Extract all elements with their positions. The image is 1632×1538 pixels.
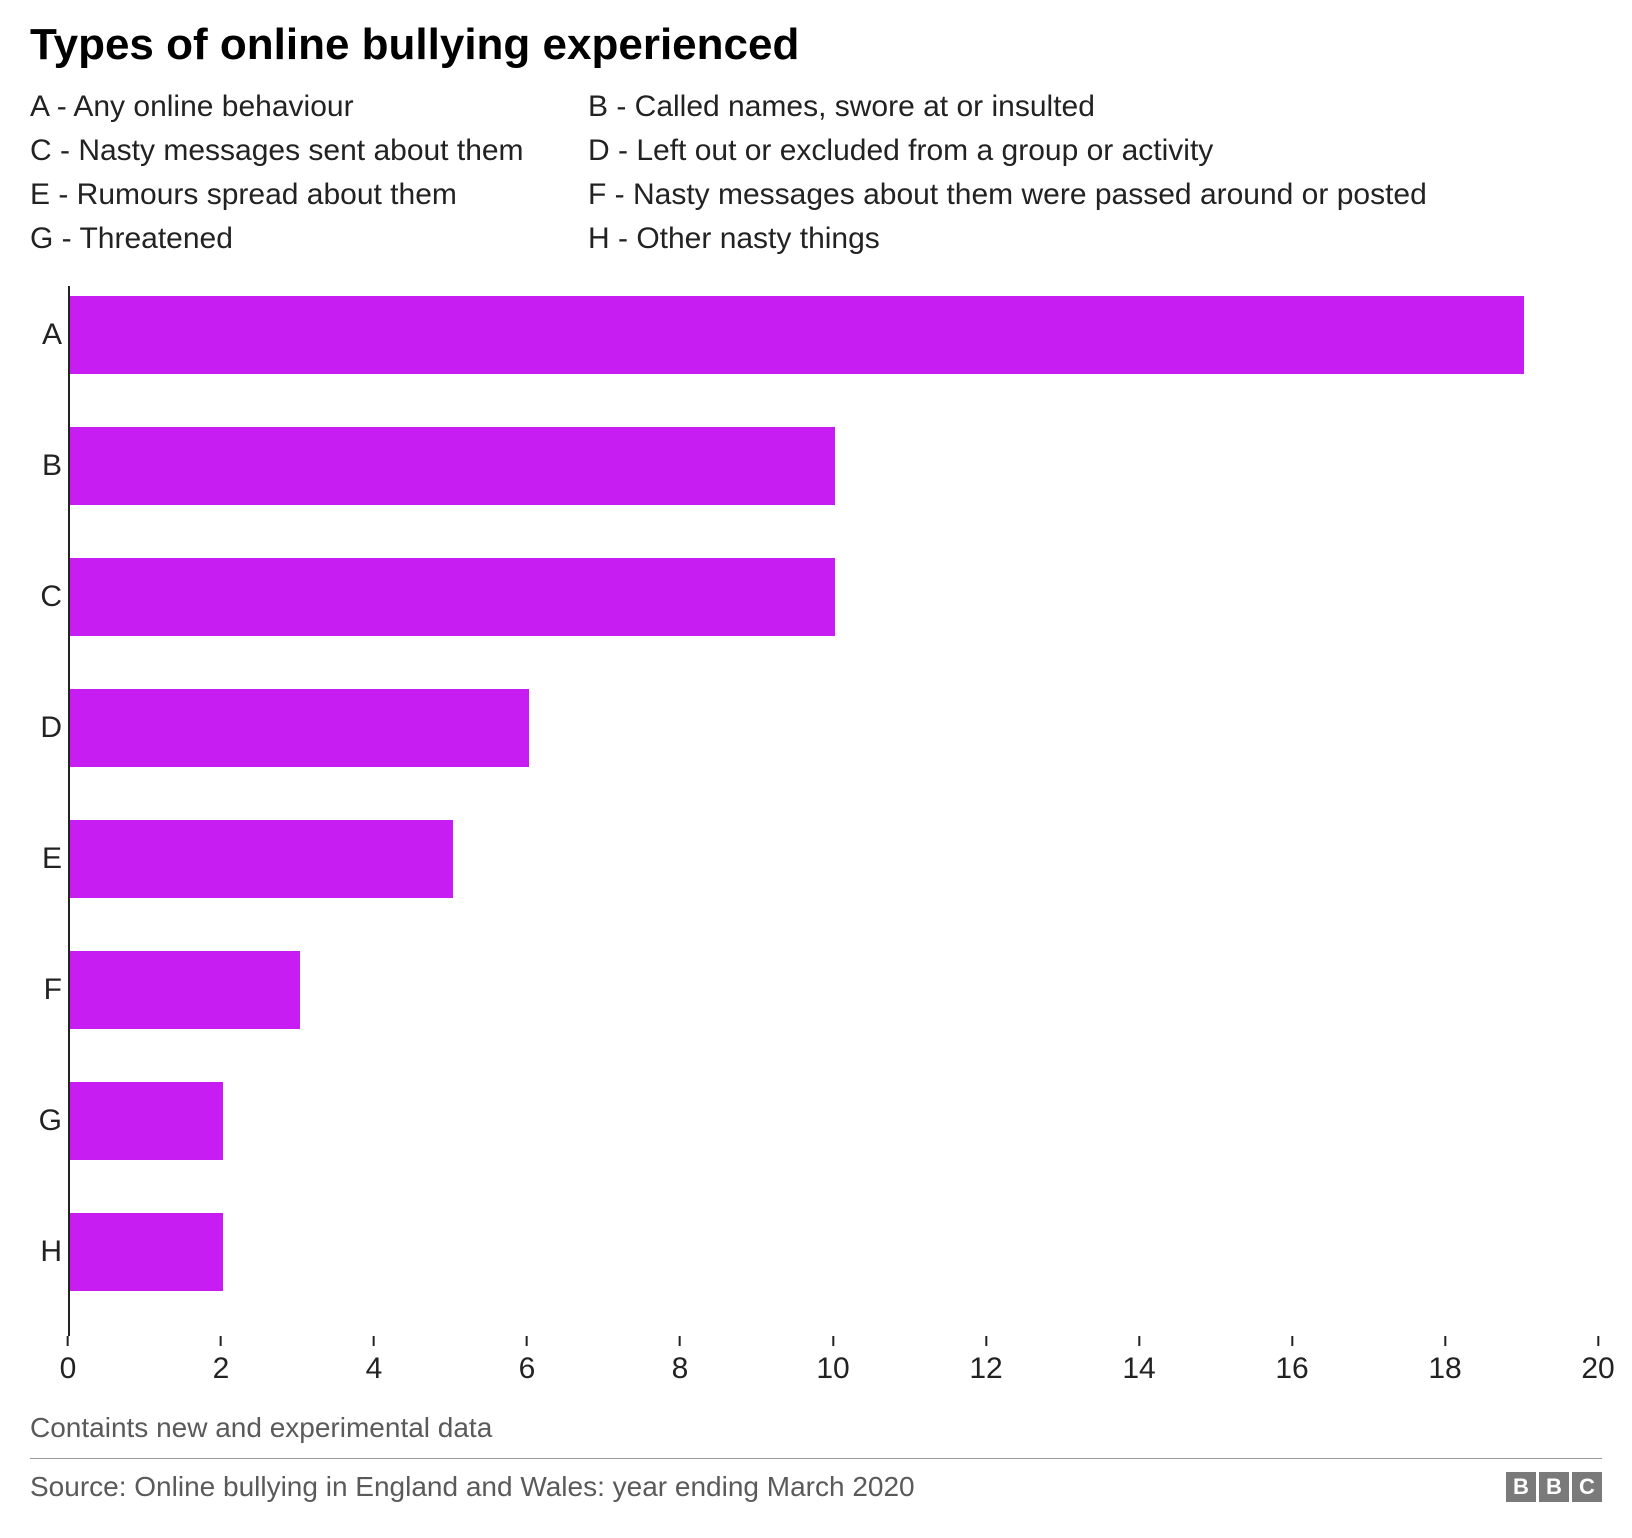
x-tick-mark: [1444, 1336, 1446, 1346]
legend-item-h: H - Other nasty things: [588, 222, 1602, 256]
x-tick-mark: [526, 1336, 528, 1346]
bar-f: [70, 951, 300, 1029]
x-tick-mark: [1291, 1336, 1293, 1346]
x-tick-label: 4: [366, 1352, 383, 1386]
x-tick-label: 14: [1122, 1352, 1155, 1386]
bar-c: [70, 558, 835, 636]
x-tick-label: 12: [969, 1352, 1002, 1386]
x-tick: 14: [1122, 1336, 1155, 1386]
x-tick: 4: [366, 1336, 383, 1386]
bar-label-b: B: [30, 449, 62, 483]
x-tick: 16: [1275, 1336, 1308, 1386]
x-tick: 2: [213, 1336, 230, 1386]
bbc-logo: BBC: [1506, 1472, 1602, 1502]
legend-item-b: B - Called names, swore at or insulted: [588, 90, 1602, 124]
bar-row-c: C: [70, 558, 835, 636]
chart-title: Types of online bullying experienced: [30, 20, 1602, 70]
bar-label-c: C: [30, 580, 62, 614]
bbc-box: B: [1506, 1472, 1536, 1502]
bar-g: [70, 1082, 223, 1160]
bar-row-e: E: [70, 820, 453, 898]
x-tick-label: 18: [1428, 1352, 1461, 1386]
legend-item-d: D - Left out or excluded from a group or…: [588, 134, 1602, 168]
bar-label-a: A: [30, 318, 62, 352]
footer-row: Source: Online bullying in England and W…: [30, 1471, 1602, 1503]
bar-a: [70, 296, 1524, 374]
bar-label-d: D: [30, 711, 62, 745]
bar-row-g: G: [70, 1082, 223, 1160]
x-tick-label: 6: [519, 1352, 536, 1386]
bbc-box: C: [1572, 1472, 1602, 1502]
bar-e: [70, 820, 453, 898]
bar-label-h: H: [30, 1235, 62, 1269]
bar-row-d: D: [70, 689, 529, 767]
x-tick: 20: [1581, 1336, 1614, 1386]
x-tick-mark: [985, 1336, 987, 1346]
x-tick: 12: [969, 1336, 1002, 1386]
legend: A - Any online behaviour B - Called names…: [30, 90, 1602, 256]
chart-area: ABCDEFGH 02468101214161820: [68, 286, 1602, 1386]
bar-row-f: F: [70, 951, 300, 1029]
bar-b: [70, 427, 835, 505]
x-tick-mark: [679, 1336, 681, 1346]
x-tick-label: 2: [213, 1352, 230, 1386]
x-tick-mark: [67, 1336, 69, 1346]
legend-item-f: F - Nasty messages about them were passe…: [588, 178, 1602, 212]
x-tick: 8: [672, 1336, 689, 1386]
x-axis: 02468101214161820: [68, 1336, 1598, 1386]
x-tick-label: 0: [60, 1352, 77, 1386]
x-tick: 10: [816, 1336, 849, 1386]
x-tick: 18: [1428, 1336, 1461, 1386]
legend-item-e: E - Rumours spread about them: [30, 178, 570, 212]
x-tick-label: 10: [816, 1352, 849, 1386]
bar-label-g: G: [30, 1104, 62, 1138]
x-tick-mark: [220, 1336, 222, 1346]
x-tick-mark: [373, 1336, 375, 1346]
x-tick-mark: [1597, 1336, 1599, 1346]
x-tick-label: 8: [672, 1352, 689, 1386]
legend-item-a: A - Any online behaviour: [30, 90, 570, 124]
x-tick-mark: [1138, 1336, 1140, 1346]
bar-row-h: H: [70, 1213, 223, 1291]
bar-row-b: B: [70, 427, 835, 505]
plot: ABCDEFGH: [68, 286, 1598, 1336]
legend-item-g: G - Threatened: [30, 222, 570, 256]
x-tick: 0: [60, 1336, 77, 1386]
bar-label-f: F: [30, 973, 62, 1007]
x-tick: 6: [519, 1336, 536, 1386]
x-tick-label: 16: [1275, 1352, 1308, 1386]
footer-source: Source: Online bullying in England and W…: [30, 1471, 915, 1503]
legend-item-c: C - Nasty messages sent about them: [30, 134, 570, 168]
bar-label-e: E: [30, 842, 62, 876]
footer-note: Containts new and experimental data: [30, 1412, 1602, 1459]
bar-row-a: A: [70, 296, 1524, 374]
bbc-box: B: [1539, 1472, 1569, 1502]
x-tick-label: 20: [1581, 1352, 1614, 1386]
bar-h: [70, 1213, 223, 1291]
bar-d: [70, 689, 529, 767]
x-tick-mark: [832, 1336, 834, 1346]
